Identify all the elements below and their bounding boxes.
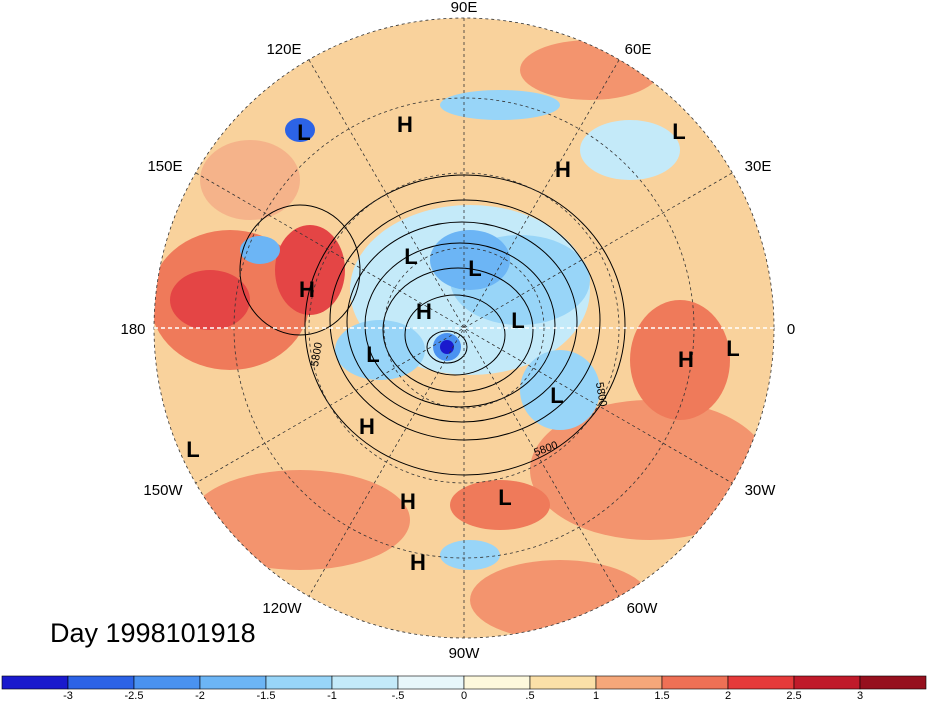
pressure-center: H [397, 112, 413, 137]
pressure-center: L [498, 485, 511, 510]
pressure-center: H [555, 157, 571, 182]
pressure-centers: L H L H L H H L L H L L H L L H L H [186, 112, 739, 575]
colorbar-swatch [1, 675, 69, 690]
colorbar-swatch [265, 675, 333, 690]
colorbar-swatch [133, 675, 201, 690]
contour-label: 5800 [593, 381, 609, 407]
lon-60e-label: 60E [625, 41, 652, 58]
lon-90e-label: 90E [451, 0, 478, 16]
meridian [308, 59, 620, 597]
height-contour [346, 221, 578, 423]
cold-anomaly-pole-core [440, 340, 454, 354]
colorbar-labels: -3 -2.5 -2 -1.5 -1 -.5 0 .5 1 1.5 2 2.5 3 [63, 690, 863, 702]
pressure-center: H [678, 347, 694, 372]
day-title: Day 1998101918 [50, 618, 256, 648]
graticule [153, 17, 775, 639]
lon-90w-label: 90W [449, 645, 481, 662]
colorbar-tick-label: -.5 [392, 690, 405, 702]
warm-anomaly-atlantic [530, 400, 770, 540]
lon-150w-label: 150W [143, 482, 183, 499]
lon-150e-label: 150E [147, 158, 182, 175]
pressure-center: L [511, 308, 524, 333]
warm-anomaly-east-pacific [190, 470, 410, 570]
meridian [195, 172, 733, 484]
cold-anomaly-japan [285, 118, 315, 142]
pressure-center: L [297, 120, 310, 145]
colorbar-tick-label: -3 [63, 690, 73, 702]
colorbar-tick-label: -2 [195, 690, 205, 702]
longitude-labels: 90E 60E 120E 30E 150E 180 0 150W 30W 120… [120, 0, 795, 662]
pressure-center: L [550, 383, 563, 408]
contour-label: 5800 [309, 341, 325, 367]
colorbar-swatch [859, 675, 927, 690]
colorbar-tick-label: 2 [725, 690, 731, 702]
pressure-center: L [186, 437, 199, 462]
cold-anomaly-middle-east [580, 120, 680, 180]
colorbar-swatch [661, 675, 729, 690]
height-contour [304, 174, 626, 476]
colorbar-swatch [397, 675, 465, 690]
graticule-circle [383, 247, 545, 409]
colorbar-tick-label: 3 [857, 690, 863, 702]
pressure-center: H [359, 414, 375, 439]
colorbar-tick-label: 0 [461, 690, 467, 702]
pressure-center: L [366, 342, 379, 367]
lon-30e-label: 30E [745, 158, 772, 175]
colorbar-swatch [463, 675, 531, 690]
warm-anomaly-africa [630, 300, 730, 420]
height-contour [404, 294, 506, 376]
pressure-center: H [410, 550, 426, 575]
pressure-center: L [404, 244, 417, 269]
lon-120w-label: 120W [262, 600, 302, 617]
lon-30w-label: 30W [745, 482, 777, 499]
height-contour [426, 330, 468, 364]
colorbar-swatch [595, 675, 663, 690]
pressure-center: L [726, 336, 739, 361]
colorbar-tick-label: -2.5 [125, 690, 144, 702]
colorbar-tick-label: .5 [525, 690, 534, 702]
cold-anomaly-caribbean [440, 540, 500, 570]
colorbar-tick-label: -1.5 [257, 690, 276, 702]
colorbar-swatch [331, 675, 399, 690]
colorbar-swatch [67, 675, 135, 690]
height-contour [329, 199, 601, 441]
lon-60w-label: 60W [627, 600, 659, 617]
pressure-center: L [468, 256, 481, 281]
colorbar-swatch [199, 675, 267, 690]
height-contour [239, 204, 361, 336]
cold-anomaly-alaska [335, 320, 425, 380]
colorbar-swatch [727, 675, 795, 690]
colorbar-tick-label: 1.5 [654, 690, 669, 702]
lon-120e-label: 120E [266, 41, 301, 58]
anomaly-shading [154, 18, 774, 638]
colorbar-swatch [529, 675, 597, 690]
colorbar-tick-label: 2.5 [786, 690, 801, 702]
warm-anomaly-south-america [470, 560, 650, 638]
colorbar-tick-label: -1 [327, 690, 337, 702]
cold-anomaly-kamchatka [240, 236, 280, 264]
lon-180-label: 180 [120, 321, 145, 338]
meridian [308, 59, 620, 597]
pressure-center: H [299, 277, 315, 302]
pressure-center: L [672, 119, 685, 144]
lon-0-label: 0 [787, 321, 795, 338]
colorbar-swatch [793, 675, 861, 690]
colorbar-tick-label: 1 [593, 690, 599, 702]
cold-anomaly-tibet [440, 90, 560, 120]
warm-anomaly-east-asia [200, 140, 300, 220]
height-contours [239, 174, 626, 476]
warm-anomaly-gulf [450, 480, 550, 530]
colorbar [1, 675, 927, 690]
height-contour [364, 242, 556, 408]
pressure-center: H [400, 489, 416, 514]
warm-anomaly-core [170, 270, 250, 330]
cold-anomaly-center [430, 230, 510, 290]
pressure-center: H [416, 299, 432, 324]
height-contour [382, 267, 534, 393]
meridian [195, 172, 733, 484]
